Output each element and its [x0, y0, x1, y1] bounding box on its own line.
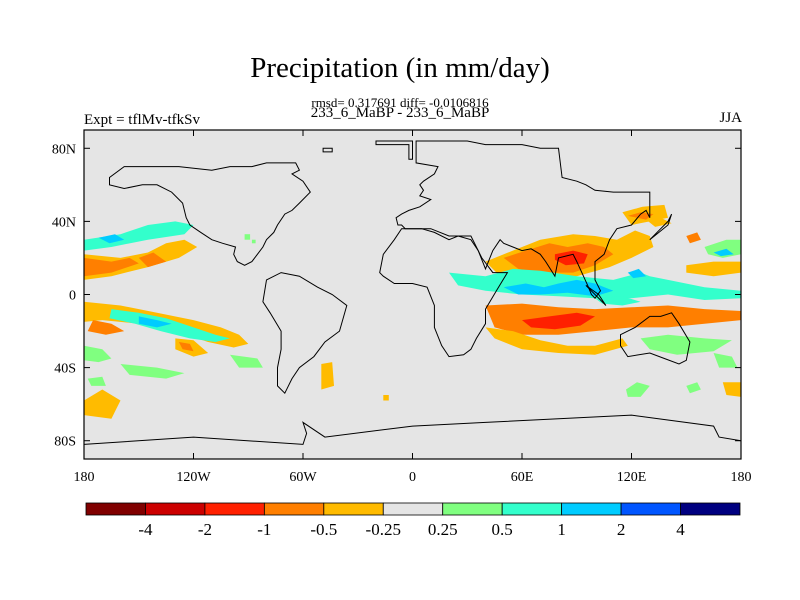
- continent-outline-0: [322, 147, 333, 153]
- y-tick-label-0: 80N: [52, 142, 76, 157]
- colorbar-box-2: [204, 502, 265, 516]
- y-tick-label-3: 40S: [54, 362, 76, 377]
- colorbar-label-9: 4: [676, 520, 685, 539]
- stats-line: rmsd= 0.317691 diff= -0.0106816: [311, 95, 489, 110]
- colorbar-box-7: [501, 502, 563, 516]
- chart-title: Precipitation (in mm/day): [250, 52, 550, 84]
- anomaly-region-12: [178, 342, 194, 352]
- y-tick-label-2: 0: [69, 289, 76, 304]
- anomaly-region-1: [98, 234, 125, 244]
- anomaly-region-10: [120, 364, 185, 379]
- anomaly-region-17: [383, 395, 389, 401]
- continent-outlines: [84, 140, 741, 459]
- colorbar-box-9: [620, 502, 681, 516]
- anomaly-region-34: [522, 312, 595, 330]
- anomaly-region-4: [138, 252, 167, 268]
- anomaly-region-37: [713, 353, 738, 368]
- chart-subtitle: 233_6_MaBP - 233_6_MaBP: [310, 105, 490, 121]
- colorbar-box-0: [85, 502, 146, 516]
- anomaly-region-41: [251, 239, 256, 244]
- anomaly-region-13: [230, 354, 263, 368]
- anomaly-region-8: [87, 320, 125, 335]
- colorbar-box-6: [442, 502, 503, 516]
- colorbar-label-7: 1: [557, 520, 566, 539]
- experiment-label: Expt = tflMv-tfkSv: [84, 112, 200, 128]
- anomaly-region-18: [244, 234, 251, 240]
- colorbar-label-8: 2: [617, 520, 626, 539]
- x-tick-label-3: 0: [409, 470, 416, 485]
- anomaly-region-15: [87, 376, 106, 386]
- anomaly-region-27: [713, 248, 734, 257]
- continent-outline-5: [379, 228, 509, 358]
- colorbar-label-6: 0.5: [492, 520, 513, 539]
- anomaly-region-16: [321, 362, 334, 390]
- colorbar-box-3: [263, 502, 325, 516]
- season-label: JJA: [719, 110, 742, 126]
- colorbar-box-10: [680, 502, 741, 516]
- colorbar-label-2: -1: [257, 520, 271, 539]
- x-tick-label-6: 180: [731, 470, 752, 485]
- anomaly-region-31: [627, 268, 647, 279]
- anomaly-region-35: [485, 327, 628, 355]
- anomaly-region-25: [686, 232, 701, 244]
- anomaly-region-36: [640, 334, 732, 355]
- x-tick-label-0: 180: [74, 470, 95, 485]
- colorbar-label-0: -4: [138, 520, 153, 539]
- x-tick-label-4: 60E: [511, 470, 534, 485]
- colorbar-label-1: -2: [198, 520, 212, 539]
- anomaly-region-32: [595, 296, 641, 306]
- anomaly-region-9: [84, 345, 112, 363]
- x-tick-label-1: 120W: [176, 470, 211, 485]
- anomaly-region-7: [138, 316, 172, 328]
- x-tick-label-5: 120E: [617, 470, 647, 485]
- colorbar-label-5: 0.25: [428, 520, 458, 539]
- axes: 180 120W 60W 0 60E 120E 180 80N 40N 0 40S 80S: [52, 130, 752, 485]
- colorbar-label-3: -0.5: [310, 520, 337, 539]
- continent-outline-2: [395, 140, 651, 299]
- y-tick-label-1: 40N: [52, 215, 76, 230]
- anomaly-region-40: [686, 382, 701, 394]
- anomaly-region-39: [626, 382, 650, 397]
- anomaly-region-30: [503, 279, 614, 297]
- colorbar-box-5: [382, 502, 444, 516]
- anomaly-region-14: [84, 389, 121, 419]
- continent-outline-7: [649, 213, 673, 241]
- x-tick-label-2: 60W: [289, 470, 317, 485]
- anomaly-region-3: [84, 257, 139, 277]
- anomaly-region-28: [686, 261, 741, 277]
- anomaly-region-21: [554, 250, 588, 266]
- y-tick-label-4: 80S: [54, 435, 76, 450]
- anomaly-region-38: [722, 382, 741, 397]
- continent-outline-8: [585, 284, 607, 306]
- anomaly-region-23: [627, 212, 654, 220]
- colorbar-box-1: [145, 502, 206, 516]
- colorbar-box-4: [323, 502, 384, 516]
- colorbar: -4 -2 -1 -0.5 -0.25 0.25 0.5 1 2 4: [85, 502, 741, 539]
- continent-outline-1: [375, 140, 413, 160]
- colorbar-box-8: [561, 502, 622, 516]
- continent-outline-9: [84, 414, 741, 459]
- colorbar-label-4: -0.25: [366, 520, 401, 539]
- continent-outline-6: [620, 312, 691, 365]
- continent-outline-4: [262, 272, 348, 395]
- continent-outline-3: [109, 162, 311, 266]
- anomaly-region-0: [84, 221, 194, 251]
